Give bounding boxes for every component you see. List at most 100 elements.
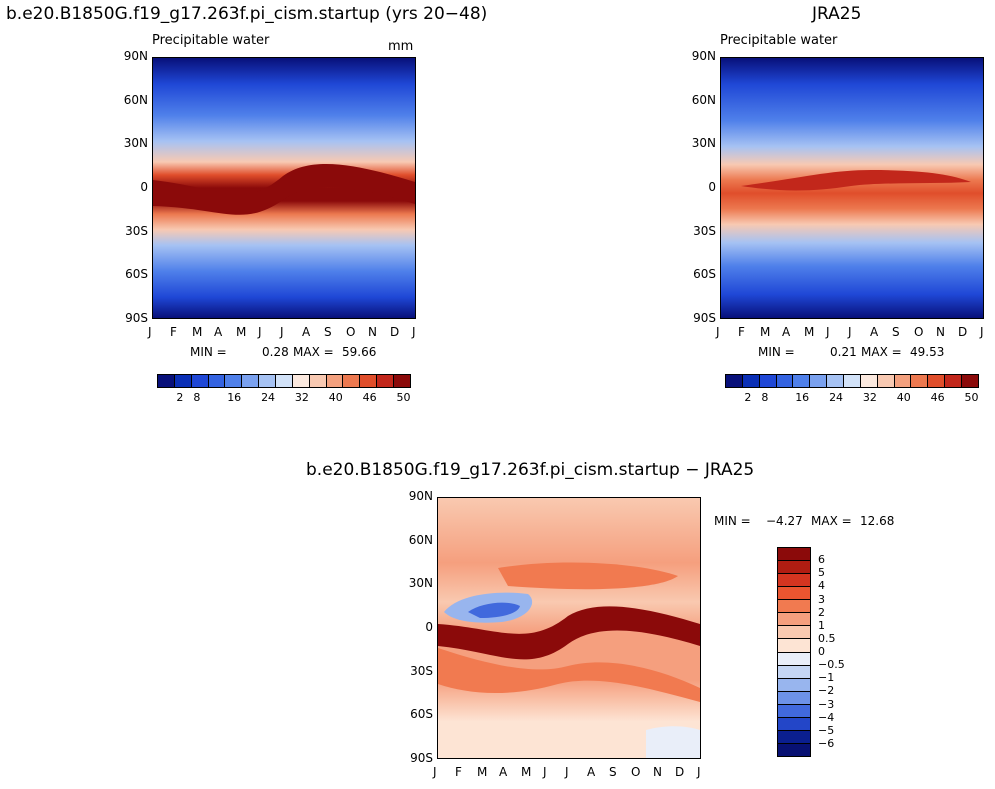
colorbar-swatch xyxy=(778,665,810,679)
chart2-y-tick: 30N xyxy=(691,136,716,151)
colorbar-swatch xyxy=(174,375,192,387)
colorbar-swatch xyxy=(778,561,810,575)
chart3-equatorial-band xyxy=(438,606,700,660)
chart1-x-tick: J xyxy=(148,325,152,339)
chart2-max-label: MAX = xyxy=(861,345,902,359)
colorbar-swatch xyxy=(778,743,810,756)
chart2-x-tick: J xyxy=(716,325,720,339)
chart2-y-tick: 0 xyxy=(708,180,716,194)
chart3-x-tick: S xyxy=(609,765,617,779)
chart1-x-tick: F xyxy=(170,325,177,339)
chart3-y-tick: 90N xyxy=(408,489,433,503)
chart1-x-tick: J xyxy=(258,325,262,339)
colorbar-swatch xyxy=(778,600,810,614)
chart2-y-tick: 90N xyxy=(691,49,716,63)
chart2-y-tick: 30S xyxy=(693,223,716,238)
colorbar-swatch xyxy=(860,375,878,387)
colorbar-label: 24 xyxy=(829,391,844,404)
chart3-y-tick: 60S xyxy=(410,707,433,722)
chart3-nh-positive-patch xyxy=(498,562,678,590)
chart3-max-label: MAX = xyxy=(811,514,852,528)
chart2-x-tick: A xyxy=(782,325,791,339)
chart2-y-tick: 60S xyxy=(693,267,716,282)
chart3-sh-positive-band xyxy=(438,648,700,702)
chart2-x-tick: M xyxy=(760,325,771,339)
chart1-subtitle: Precipitable water xyxy=(152,33,270,48)
chart3-title: b.e20.B1850G.f19_g17.263f.pi_cism.startu… xyxy=(306,460,755,480)
chart2-subtitle: Precipitable water xyxy=(720,33,838,48)
colorbar-swatch xyxy=(759,375,777,387)
chart3-x-tick: J xyxy=(543,765,547,779)
chart3-blue-core xyxy=(468,602,520,618)
chart1-colorbar xyxy=(157,374,411,388)
colorbar-swatch xyxy=(877,375,895,387)
chart2-max-value: 49.53 xyxy=(910,345,945,359)
chart1-max-label: MAX = xyxy=(293,345,334,359)
colorbar-label: 6 xyxy=(818,553,825,567)
chart1-x-tick: A xyxy=(214,325,223,339)
colorbar-label: −6 xyxy=(818,736,835,750)
chart2-equatorial-band xyxy=(741,170,971,191)
chart1-x-tick: M xyxy=(236,325,247,339)
colorbar-swatch xyxy=(259,375,277,387)
colorbar-label: 4 xyxy=(818,579,825,593)
colorbar-swatch xyxy=(778,587,810,601)
colorbar-swatch xyxy=(778,691,810,705)
colorbar-label: 32 xyxy=(294,391,309,404)
colorbar-swatch xyxy=(360,375,378,387)
colorbar-label: 5 xyxy=(818,566,825,580)
chart1-y-tick: 30N xyxy=(123,136,148,151)
chart1-max-value: 59.66 xyxy=(342,345,377,359)
chart1-y-tick: 60N xyxy=(123,92,148,107)
chart1-y-tick: 30S xyxy=(125,223,148,238)
colorbar-swatch xyxy=(778,574,810,588)
colorbar-swatch xyxy=(778,704,810,718)
colorbar-swatch xyxy=(810,375,828,387)
colorbar-swatch xyxy=(844,375,861,387)
chart1-x-tick: D xyxy=(390,325,400,339)
colorbar-swatch xyxy=(894,375,912,387)
colorbar-label: 50 xyxy=(964,391,979,404)
chart1-equatorial-band xyxy=(153,163,415,215)
chart1-x-tick: N xyxy=(368,325,377,339)
chart2-x-tick: O xyxy=(914,325,924,339)
chart3-max-value: 12.68 xyxy=(860,514,895,528)
chart3-x-tick: N xyxy=(653,765,662,779)
chart2-plot xyxy=(720,57,984,319)
chart1-min-label: MIN = xyxy=(190,345,227,359)
colorbar-swatch xyxy=(158,375,175,387)
colorbar-label: 0 xyxy=(818,645,825,658)
colorbar-label: 2 xyxy=(818,605,825,619)
colorbar-label: 46 xyxy=(362,391,377,404)
colorbar-swatch xyxy=(793,375,811,387)
colorbar-label: 2 xyxy=(176,391,184,404)
chart2-x-tick: J xyxy=(848,325,852,339)
chart1-units: mm xyxy=(388,39,414,54)
colorbar-swatch xyxy=(742,375,760,387)
colorbar-swatch xyxy=(726,375,743,387)
colorbar-swatch xyxy=(343,375,361,387)
colorbar-swatch xyxy=(778,652,810,666)
chart1-x-tick: J xyxy=(412,325,416,339)
colorbar-label: 40 xyxy=(896,391,911,404)
colorbar-label: −2 xyxy=(818,684,835,698)
colorbar-label: −0.5 xyxy=(818,658,845,672)
colorbar-swatch xyxy=(225,375,243,387)
chart3-y-tick: 60N xyxy=(408,532,433,547)
chart1-y-tick: 60S xyxy=(125,267,148,282)
colorbar-swatch xyxy=(778,613,810,627)
colorbar-label: 2 xyxy=(744,391,752,404)
chart3-x-tick: M xyxy=(521,765,532,779)
colorbar-label: 8 xyxy=(761,391,769,404)
colorbar-swatch xyxy=(242,375,260,387)
colorbar-swatch xyxy=(191,375,209,387)
chart3-plot xyxy=(437,497,701,759)
colorbar-swatch xyxy=(326,375,344,387)
colorbar-swatch xyxy=(377,375,395,387)
chart3-y-tick: 0 xyxy=(425,620,433,634)
chart1-x-tick: S xyxy=(324,325,332,339)
chart1-x-tick: M xyxy=(192,325,203,339)
chart2-x-tick: M xyxy=(804,325,815,339)
chart1-x-tick: J xyxy=(280,325,284,339)
chart3-sh-negative-patch xyxy=(646,726,700,758)
